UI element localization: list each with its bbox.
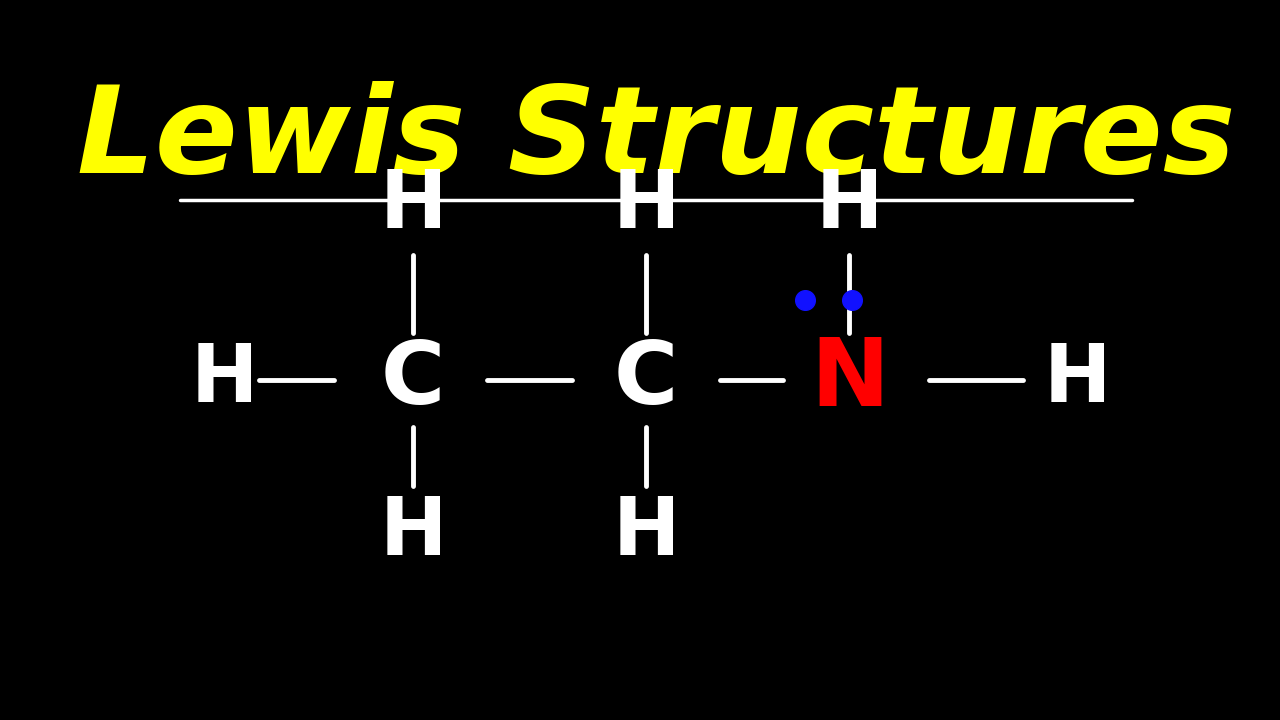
Text: H: H <box>379 494 447 572</box>
Point <box>842 294 863 305</box>
Text: H: H <box>612 494 680 572</box>
Text: C: C <box>614 338 678 422</box>
Text: H: H <box>191 341 259 419</box>
Text: N: N <box>810 334 888 426</box>
Text: H: H <box>612 166 680 245</box>
Text: C: C <box>381 338 445 422</box>
Text: Lewis Structures: Lewis Structures <box>77 81 1235 197</box>
Text: H: H <box>1044 341 1111 419</box>
Text: H: H <box>815 166 883 245</box>
Point <box>795 294 815 305</box>
Text: H: H <box>379 166 447 245</box>
